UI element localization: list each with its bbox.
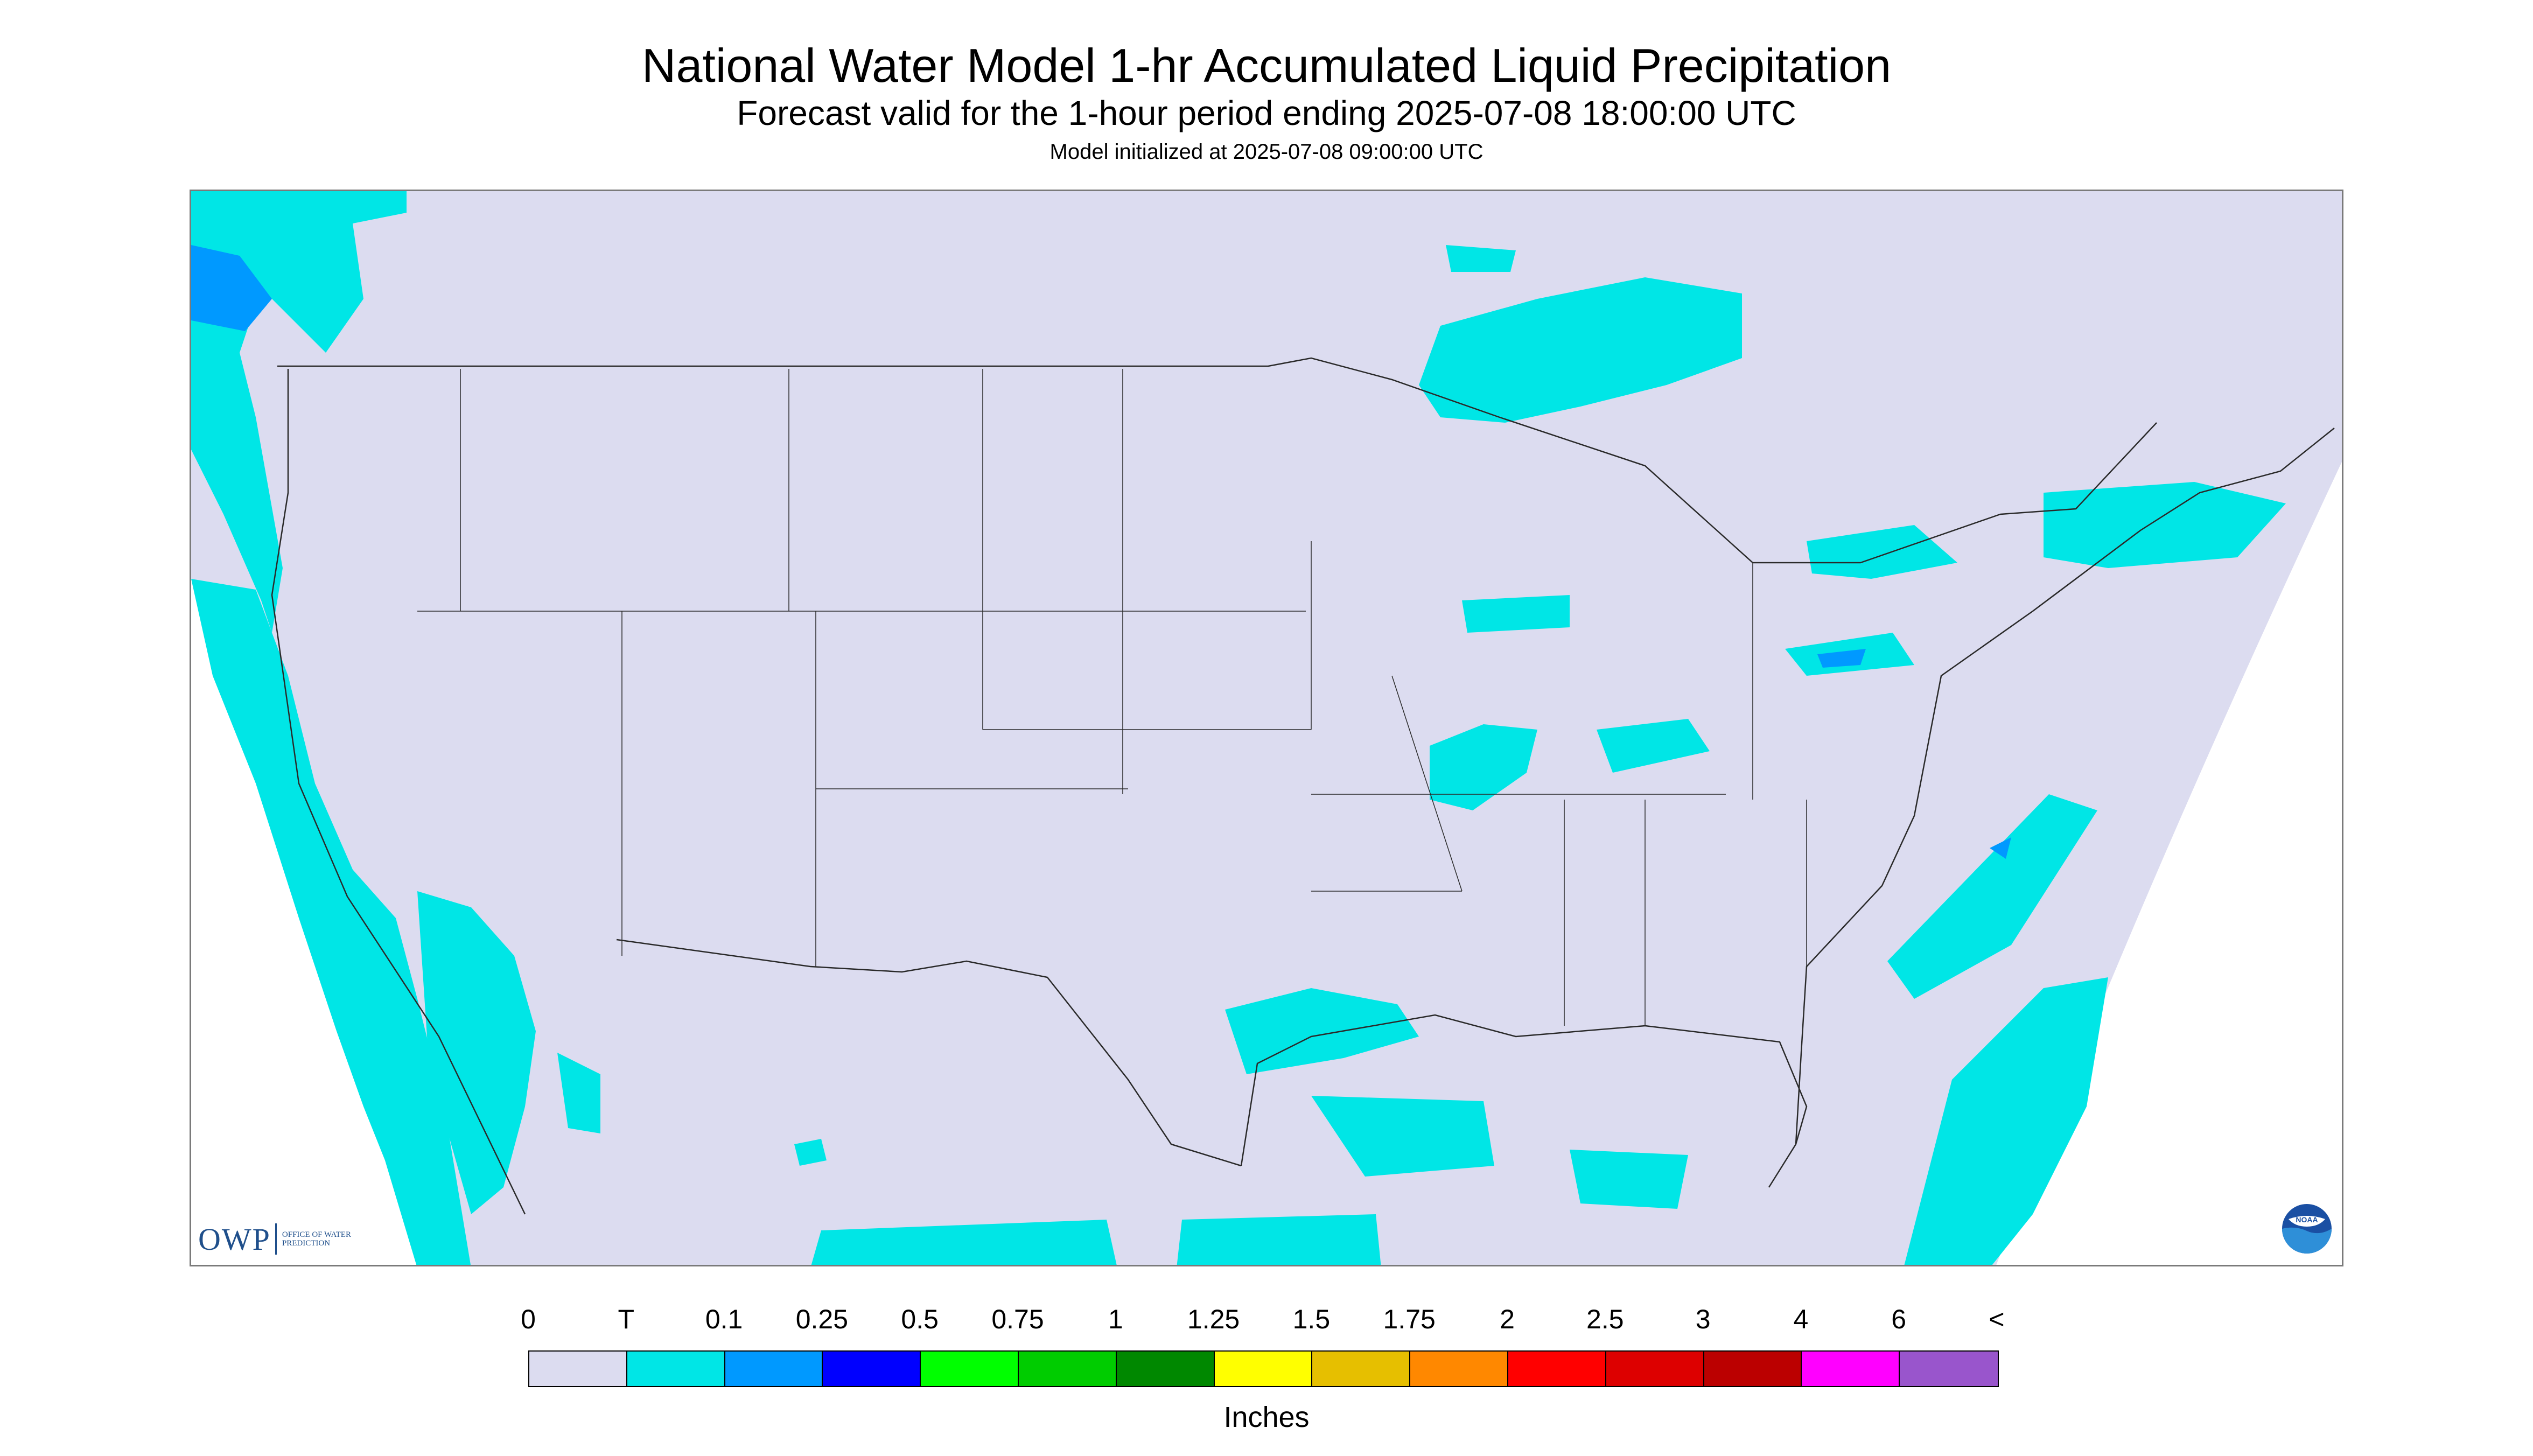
legend-swatch	[1018, 1352, 1117, 1386]
map-canvas	[191, 191, 2342, 1265]
legend-swatch	[1606, 1352, 1704, 1386]
legend-tick-label: 3	[1695, 1304, 1711, 1334]
state-lines	[417, 369, 1807, 1026]
precip-gulf	[1311, 1096, 1494, 1177]
owp-logo: OWP OFFICE OF WATER PREDICTION	[198, 1220, 358, 1258]
precip-pa-ny	[1807, 525, 1957, 579]
legend-swatch	[627, 1352, 725, 1386]
precip-pacific-coast	[191, 579, 471, 1265]
legend-color-bar	[528, 1350, 1999, 1387]
map-title: National Water Model 1-hr Accumulated Li…	[641, 39, 1892, 92]
precip-atlantic-south	[1904, 977, 2108, 1265]
owp-logo-text: OFFICE OF WATER PREDICTION	[282, 1230, 351, 1248]
legend-tick-label: 0.5	[901, 1304, 939, 1334]
legend-swatch	[1802, 1352, 1900, 1386]
legend-tick-label: 0.1	[705, 1304, 743, 1334]
legend-swatch	[725, 1352, 823, 1386]
precip-mississippi	[1430, 724, 1537, 810]
legend-swatch	[1214, 1352, 1313, 1386]
precip-light-areas	[191, 245, 2011, 859]
legend-tick-label: 6	[1891, 1304, 1907, 1334]
precip-baja-strip	[557, 1053, 600, 1133]
gulf-coast	[1240, 1014, 1808, 1188]
precip-new-england	[2044, 482, 2286, 568]
precip-ohio-valley	[1597, 719, 1710, 773]
atlantic-coast	[1795, 428, 2335, 1145]
legend-units: Inches	[1223, 1401, 1310, 1433]
legend-swatch	[1704, 1352, 1802, 1386]
legend-swatch	[529, 1352, 627, 1386]
precip-atlantic	[1887, 794, 2097, 999]
precip-pa-blue	[1817, 649, 1866, 668]
noaa-logo: NOAA	[2282, 1204, 2332, 1254]
legend-swatch	[1116, 1352, 1215, 1386]
precip-mexico-south	[811, 1220, 1117, 1265]
model-init-time: Model initialized at 2025-07-08 09:00:00…	[1049, 140, 1484, 164]
pacific-coast	[271, 369, 526, 1215]
owp-logo-separator	[275, 1223, 277, 1255]
legend-tick-label: 1	[1108, 1304, 1123, 1334]
precip-gulf-east	[1570, 1150, 1688, 1209]
legend-tick-label: 1.25	[1187, 1304, 1240, 1334]
noaa-logo-text: NOAA	[2296, 1215, 2318, 1224]
legend-tick-label: 4	[1793, 1304, 1809, 1334]
precip-upper-midwest	[1462, 595, 1570, 633]
map-boundaries	[271, 357, 2335, 1215]
legend-tick-label: T	[618, 1304, 635, 1334]
owp-logo-mark: OWP	[198, 1221, 271, 1257]
precip-pnw-blue	[191, 245, 272, 331]
precip-mexico-west	[794, 1139, 827, 1166]
legend-tick-label: 1.5	[1292, 1304, 1331, 1334]
legend-tick-label: <	[1989, 1304, 2005, 1334]
precip-mexico-south-2	[1177, 1214, 1381, 1265]
map-subtitle: Forecast valid for the 1-hour period end…	[737, 94, 1796, 132]
legend-tick-label: 2.5	[1586, 1304, 1624, 1334]
us-mexico-border	[616, 939, 1242, 1167]
precip-atlantic-blue	[1990, 837, 2011, 859]
legend-tick-label: 1.75	[1383, 1304, 1436, 1334]
precip-trace-areas	[191, 191, 2286, 1265]
legend-tick-label: 0.75	[991, 1304, 1044, 1334]
precipitation-map	[190, 190, 2343, 1266]
legend-swatch	[921, 1352, 1019, 1386]
precip-lake-superior-north	[1446, 245, 1516, 272]
legend-swatch	[1508, 1352, 1606, 1386]
legend-tick-label: 0	[521, 1304, 536, 1334]
legend-swatch	[1312, 1352, 1411, 1386]
legend-tick-label: 2	[1500, 1304, 1515, 1334]
legend-swatch	[823, 1352, 921, 1386]
legend-swatch	[1900, 1352, 1998, 1386]
precip-texas-coast	[1225, 988, 1419, 1074]
precip-pacific-south	[417, 891, 536, 1214]
canada-us-border	[277, 357, 2157, 564]
legend-swatch	[1410, 1352, 1508, 1386]
precip-lake-superior	[1419, 277, 1742, 423]
precip-legend: 0 T 0.1 0.25 0.5 0.75 1 1.25 1.5 1.75 2 2.5 3 4 6 < Inc…	[0, 1292, 2533, 1454]
legend-tick-label: 0.25	[795, 1304, 849, 1334]
